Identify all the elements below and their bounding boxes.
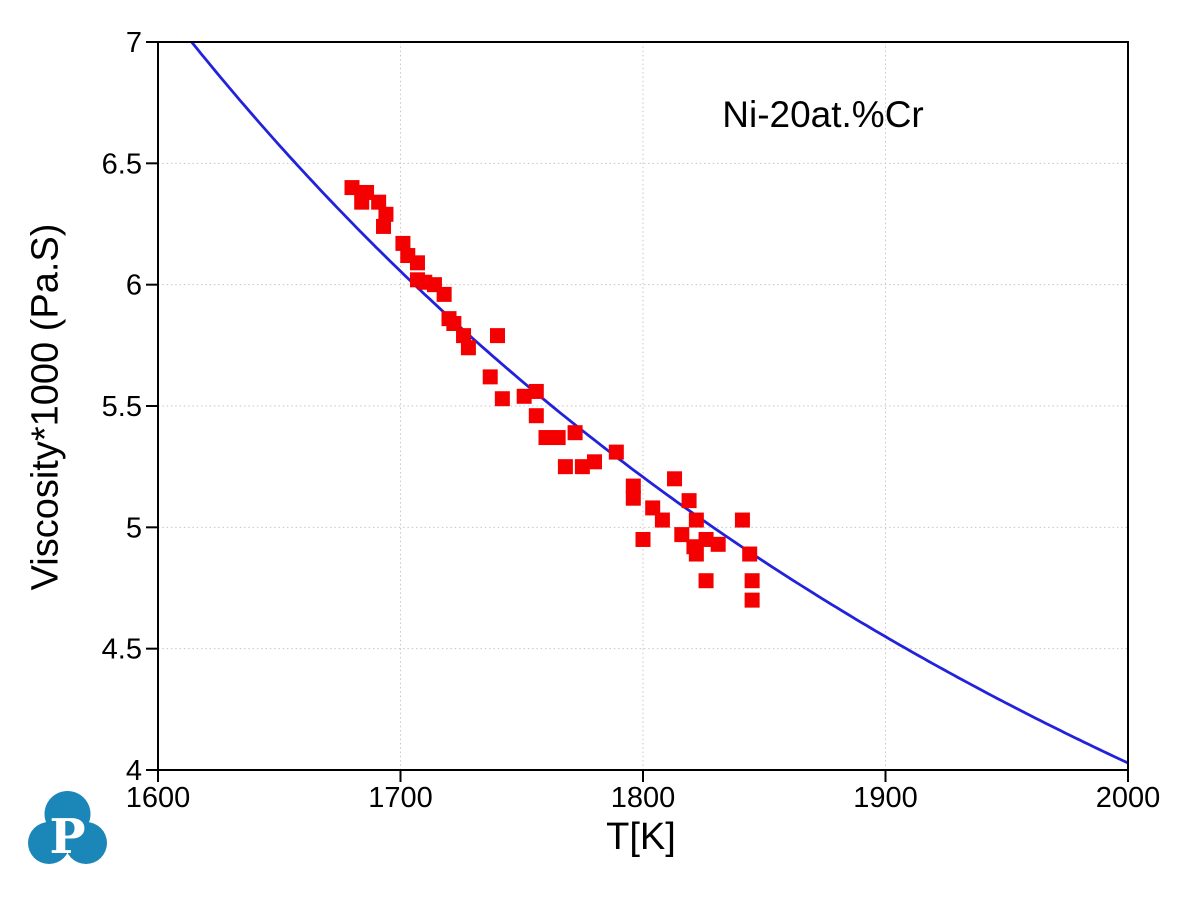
data-point-marker bbox=[744, 592, 760, 608]
y-tick-label-5.5: 5.5 bbox=[102, 391, 142, 423]
data-point-marker bbox=[344, 180, 360, 196]
data-point-marker bbox=[688, 546, 704, 562]
y-tick-label-4.5: 4.5 bbox=[102, 634, 142, 666]
y-axis-title: Viscosity*1000 (Pa.S) bbox=[24, 223, 67, 591]
data-point-marker bbox=[436, 286, 452, 302]
data-point-marker bbox=[378, 206, 394, 222]
x-tick-label-1800: 1800 bbox=[611, 782, 676, 814]
data-point-marker bbox=[371, 194, 387, 210]
data-point-marker bbox=[742, 546, 758, 562]
data-point-marker bbox=[645, 500, 661, 516]
logo-trefoil-shape bbox=[28, 791, 107, 864]
data-point-marker bbox=[681, 493, 697, 509]
logo-letter: P bbox=[49, 809, 85, 865]
series-annotation: Ni-20at.%Cr bbox=[722, 94, 924, 135]
x-tick-label-2000: 2000 bbox=[1096, 782, 1161, 814]
data-point-marker bbox=[409, 255, 425, 271]
x-axis-title: T[K] bbox=[606, 816, 676, 858]
data-point-marker bbox=[494, 391, 510, 407]
data-point-marker bbox=[528, 383, 544, 399]
data-point-marker bbox=[446, 315, 462, 331]
publisher-logo: P bbox=[28, 791, 107, 865]
data-point-marker bbox=[574, 459, 590, 475]
y-tick-label-5: 5 bbox=[126, 512, 142, 544]
data-point-marker bbox=[744, 573, 760, 589]
logo-circle-center bbox=[46, 811, 89, 853]
x-tick-label-1600: 1600 bbox=[126, 782, 191, 814]
data-point-marker bbox=[376, 218, 392, 234]
data-point-marker bbox=[674, 527, 690, 543]
data-point-marker bbox=[608, 444, 624, 460]
data-point-marker bbox=[734, 512, 750, 528]
data-point-marker bbox=[667, 471, 683, 487]
data-point-marker bbox=[456, 328, 472, 344]
data-point-marker bbox=[490, 328, 505, 344]
data-point-marker bbox=[550, 430, 566, 446]
y-tick-label-6.5: 6.5 bbox=[102, 148, 142, 180]
data-point-marker bbox=[516, 388, 532, 404]
data-point-marker bbox=[567, 425, 583, 441]
data-point-marker bbox=[587, 454, 602, 470]
data-point-marker bbox=[688, 512, 704, 528]
data-point-marker bbox=[482, 369, 498, 385]
data-point-marker bbox=[625, 478, 641, 494]
data-point-marker bbox=[635, 531, 651, 547]
y-tick-label-7: 7 bbox=[126, 27, 142, 59]
data-point-marker bbox=[698, 573, 714, 589]
data-point-marker bbox=[625, 490, 641, 506]
data-point-marker bbox=[528, 408, 544, 424]
plot-frame bbox=[157, 41, 1129, 771]
data-point-marker bbox=[654, 512, 670, 528]
data-point-marker bbox=[710, 536, 726, 552]
data-point-marker bbox=[354, 194, 370, 210]
data-point-marker bbox=[698, 531, 714, 547]
data-point-marker bbox=[538, 430, 554, 446]
data-point-marker bbox=[460, 340, 476, 356]
data-point-marker bbox=[395, 235, 411, 251]
x-tick-label-1700: 1700 bbox=[368, 782, 433, 814]
data-point-marker bbox=[557, 459, 573, 475]
y-tick-label-6: 6 bbox=[126, 270, 142, 302]
fit-curve-line bbox=[190, 41, 1129, 765]
x-tick-label-1900: 1900 bbox=[853, 782, 918, 814]
y-tick-label-4: 4 bbox=[126, 755, 142, 787]
